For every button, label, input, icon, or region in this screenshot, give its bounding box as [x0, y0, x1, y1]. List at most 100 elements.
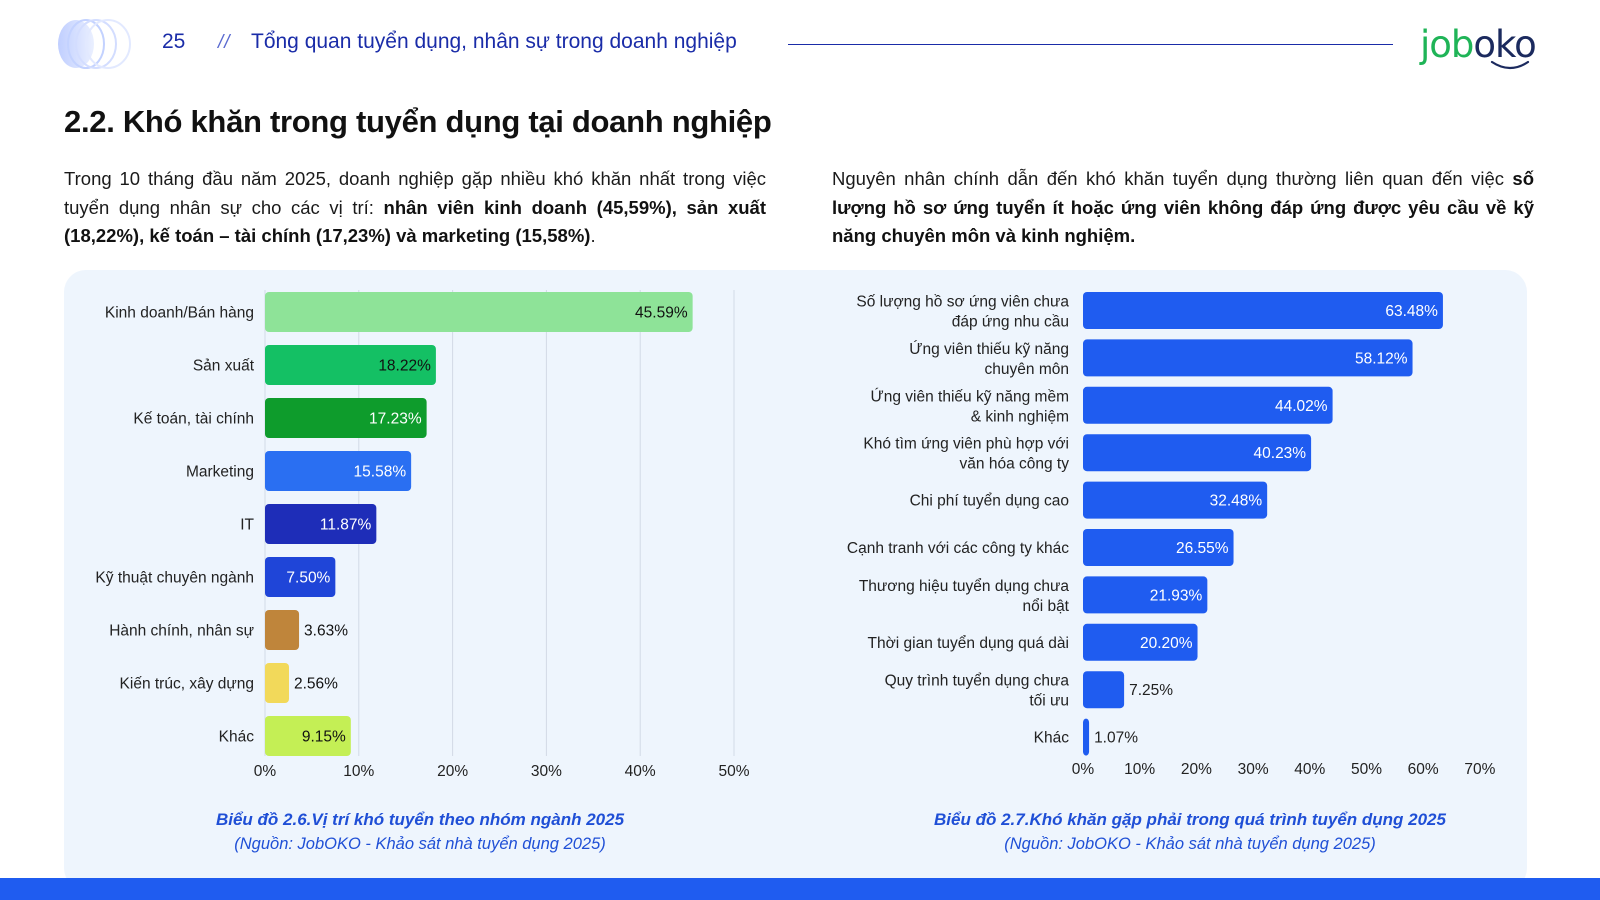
right-bar-2	[1083, 339, 1413, 377]
left-data-label: 45.59%	[635, 305, 688, 322]
chart-left-source: (Nguồn: JobOKO - Khảo sát nhà tuyển dụng…	[234, 835, 606, 853]
left-x-tick: 30%	[531, 763, 562, 780]
left-bar-4	[265, 451, 412, 491]
right-category-label: Ứng viên thiếu kỹ năng	[909, 341, 1069, 358]
right-data-label: 32.48%	[1210, 493, 1263, 510]
joboko-logo: joboko	[1420, 20, 1540, 70]
right-x-tick: 50%	[1351, 761, 1382, 778]
right-data-label: 58.12%	[1355, 350, 1408, 367]
left-bar-9	[265, 716, 351, 756]
left-category-label: Hành chính, nhân sự	[109, 623, 254, 640]
left-bar-3	[265, 398, 427, 438]
right-bar-7	[1083, 576, 1208, 614]
chart-left-title: Biểu đồ 2.6.Vị trí khó tuyển theo nhóm n…	[215, 810, 625, 829]
left-category-label: Kiến trúc, xây dựng	[120, 676, 254, 693]
left-bar-7	[265, 610, 300, 650]
left-paragraph-bold: nhân viên kinh doanh (45,59%), sản xuất …	[64, 196, 766, 247]
left-bar-5	[265, 504, 377, 544]
right-bar-6	[1083, 529, 1234, 566]
left-category-label: Khác	[219, 729, 255, 746]
right-bar-10	[1083, 718, 1090, 756]
left-category-label: IT	[240, 517, 254, 534]
right-bar-4	[1083, 434, 1312, 472]
right-category-label: & kinh nghiệm	[971, 408, 1069, 425]
header-separator: //	[218, 32, 231, 53]
right-category-label: chuyên môn	[985, 361, 1069, 378]
header-divider	[788, 44, 1393, 45]
logo-smile-icon	[1490, 60, 1530, 70]
right-x-tick: 30%	[1238, 761, 1269, 778]
right-category-label: Quy trình tuyển dụng chưa	[885, 673, 1070, 690]
footer-bar	[0, 878, 1600, 900]
left-category-label: Kỹ thuật chuyên ngành	[95, 570, 254, 587]
right-category-label: Số lượng hồ sơ ứng viên chưa	[856, 294, 1069, 311]
right-paragraph: Nguyên nhân chính dẫn đến khó khăn tuyển…	[832, 165, 1534, 251]
right-category-label: Chi phí tuyển dụng cao	[910, 493, 1069, 510]
right-data-label: 7.25%	[1129, 682, 1173, 699]
right-x-tick: 20%	[1181, 761, 1212, 778]
left-category-label: Marketing	[186, 464, 254, 481]
logo-text-job: job	[1420, 23, 1474, 66]
right-category-label: Thời gian tuyển dụng quá dài	[868, 635, 1069, 652]
left-bar-6	[265, 557, 336, 597]
right-bar-5	[1083, 481, 1268, 519]
left-category-label: Sản xuất	[193, 358, 255, 375]
right-category-label: nổi bật	[1022, 598, 1069, 615]
header-title: Tổng quan tuyển dụng, nhân sự trong doan…	[251, 30, 737, 53]
left-category-label: Kế toán, tài chính	[133, 411, 254, 428]
right-data-label: 44.02%	[1275, 398, 1328, 415]
left-x-tick: 40%	[625, 763, 656, 780]
left-data-label: 18.22%	[378, 358, 431, 375]
right-data-label: 40.23%	[1254, 445, 1307, 462]
section-title: 2.2. Khó khăn trong tuyển dụng tại doanh…	[64, 104, 772, 139]
left-data-label: 11.87%	[320, 517, 372, 534]
left-paragraph-text: Trong 10 tháng đầu năm 2025, doanh nghiệ…	[64, 168, 766, 218]
right-data-label: 63.48%	[1385, 303, 1438, 320]
right-category-label: Khó tìm ứng viên phù hợp với	[863, 436, 1069, 453]
right-bar-3	[1083, 386, 1333, 424]
left-data-label: 3.63%	[304, 623, 348, 640]
left-x-tick: 0%	[254, 763, 277, 780]
left-data-label: 9.15%	[302, 729, 346, 746]
right-x-tick: 0%	[1072, 761, 1095, 778]
left-paragraph: Trong 10 tháng đầu năm 2025, doanh nghiệ…	[64, 165, 766, 251]
left-x-tick: 20%	[437, 763, 468, 780]
left-data-label: 2.56%	[294, 676, 338, 693]
left-x-tick: 50%	[718, 763, 749, 780]
right-category-label: Thương hiệu tuyển dụng chưa	[859, 578, 1070, 595]
right-data-label: 1.07%	[1094, 730, 1138, 747]
right-category-label: đáp ứng nhu cầu	[952, 314, 1069, 331]
left-paragraph-end: .	[590, 225, 596, 246]
right-category-label: Cạnh tranh với các công ty khác	[847, 540, 1069, 557]
right-bar-9	[1083, 671, 1125, 709]
left-bar-8	[265, 663, 290, 703]
right-bar-1	[1083, 292, 1443, 329]
chart-left-caption: Biểu đồ 2.6.Vị trí khó tuyển theo nhóm n…	[200, 810, 640, 854]
left-category-label: Kinh doanh/Bán hàng	[105, 305, 254, 322]
right-category-label: Ứng viên thiếu kỹ năng mềm	[871, 388, 1069, 405]
right-category-label: văn hóa công ty	[960, 456, 1070, 473]
right-x-tick: 10%	[1124, 761, 1155, 778]
right-category-label: tối ưu	[1029, 693, 1069, 710]
left-data-label: 7.50%	[286, 570, 330, 587]
header-decoration-icon	[58, 19, 131, 69]
right-category-label: Khác	[1034, 730, 1070, 747]
right-paragraph-bold: số lượng hồ sơ ứng tuyển ít hoặc ứng viê…	[832, 168, 1534, 246]
left-data-label: 17.23%	[369, 411, 422, 428]
left-x-tick: 10%	[343, 763, 374, 780]
chart-right-source: (Nguồn: JobOKO - Khảo sát nhà tuyển dụng…	[1004, 835, 1376, 853]
right-paragraph-text: Nguyên nhân chính dẫn đến khó khăn tuyển…	[832, 168, 1513, 189]
left-bar-1	[265, 292, 693, 332]
left-data-label: 15.58%	[354, 464, 407, 481]
right-bar-8	[1083, 623, 1198, 661]
right-x-tick: 60%	[1408, 761, 1439, 778]
left-bar-2	[265, 345, 436, 385]
right-x-tick: 40%	[1294, 761, 1325, 778]
chart-right-caption: Biểu đồ 2.7.Khó khăn gặp phải trong quá …	[920, 810, 1460, 854]
right-data-label: 26.55%	[1176, 540, 1229, 557]
right-data-label: 21.93%	[1150, 587, 1203, 604]
right-data-label: 20.20%	[1140, 635, 1193, 652]
right-x-tick: 70%	[1464, 761, 1495, 778]
page-number: 25	[162, 30, 186, 53]
